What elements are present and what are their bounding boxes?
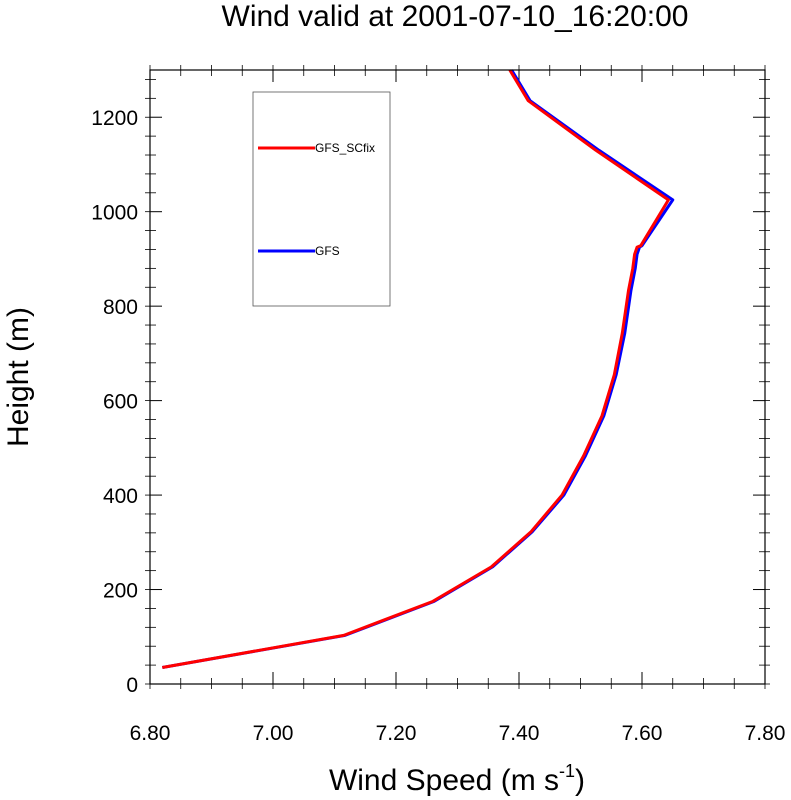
y-tick-label: 1200 bbox=[91, 107, 138, 130]
legend-label-gfs: GFS bbox=[315, 244, 340, 258]
y-tick-label: 0 bbox=[126, 674, 138, 697]
major-ticks bbox=[149, 70, 766, 685]
x-tick-label: 7.00 bbox=[253, 722, 294, 745]
x-axis-label-main: Wind Speed (m s bbox=[329, 764, 559, 797]
tick-labels: 6.80 7.00 7.20 7.40 7.60 7.80 0 200 400 600 800 100… bbox=[91, 107, 785, 745]
minor-ticks bbox=[145, 65, 770, 689]
legend: GFS_SCfix GFS bbox=[252, 91, 391, 307]
x-tick-label: 6.80 bbox=[130, 722, 171, 745]
series-line-gfs bbox=[162, 69, 675, 669]
y-tick-label: 200 bbox=[103, 580, 138, 603]
x-tick-label: 7.40 bbox=[499, 722, 540, 745]
y-tick-label: 1000 bbox=[91, 202, 138, 225]
y-tick-label: 400 bbox=[103, 485, 138, 508]
series-lines bbox=[162, 69, 675, 669]
plot-frame bbox=[149, 69, 766, 685]
legend-box bbox=[252, 91, 391, 307]
x-tick-label: 7.80 bbox=[745, 722, 786, 745]
y-tick-label: 600 bbox=[103, 391, 138, 414]
y-tick-label: 800 bbox=[103, 296, 138, 319]
x-axis-label: Wind Speed (m s-1) bbox=[329, 761, 585, 797]
chart-title: Wind valid at 2001-07-10_16:20:00 bbox=[222, 0, 689, 33]
legend-entries: GFS_SCfix GFS bbox=[258, 141, 375, 258]
x-tick-label: 7.20 bbox=[376, 722, 417, 745]
y-axis-label: Height (m) bbox=[2, 307, 35, 447]
legend-label-gfs-scfix: GFS_SCfix bbox=[315, 141, 375, 155]
x-axis-label-superscript: -1 bbox=[559, 761, 575, 781]
x-tick-label: 7.60 bbox=[622, 722, 663, 745]
series-line-gfs-scfix bbox=[162, 69, 670, 669]
x-axis-label-suffix: ) bbox=[575, 764, 585, 797]
